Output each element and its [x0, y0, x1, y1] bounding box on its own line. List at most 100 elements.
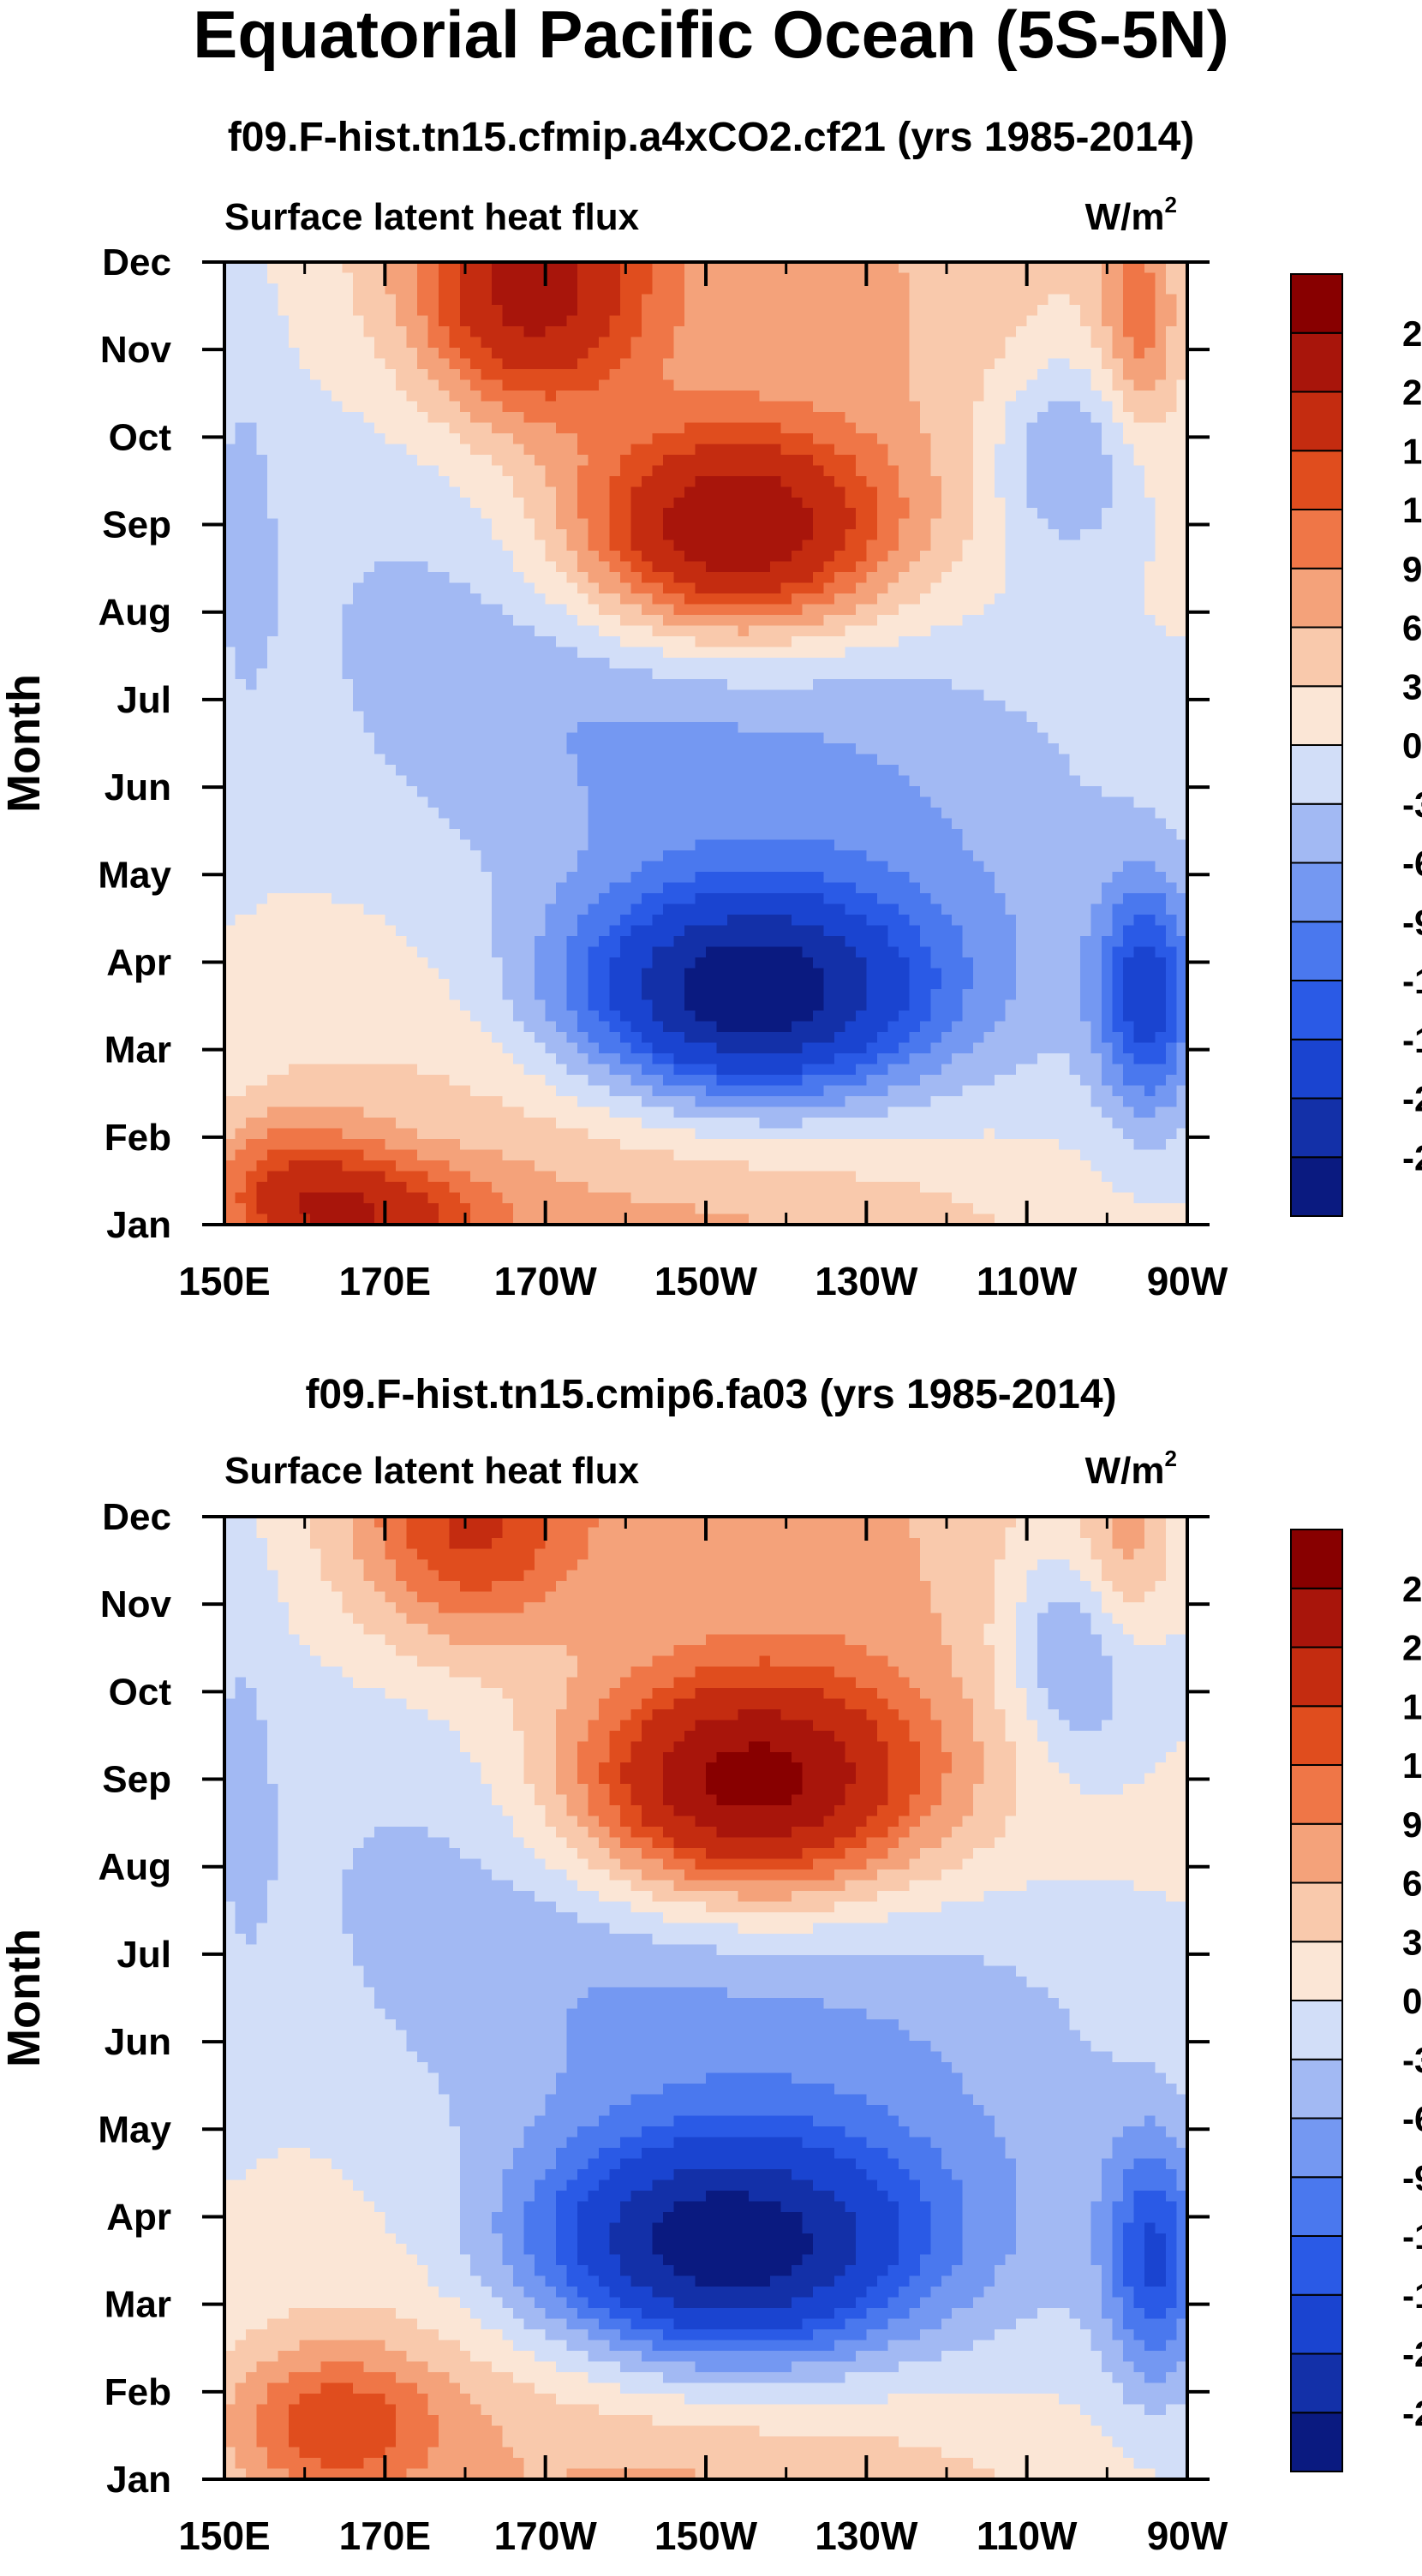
heatmap-cell	[995, 315, 1007, 327]
heatmap-cell	[684, 411, 696, 423]
heatmap-cell	[320, 754, 332, 766]
heatmap-cell	[706, 647, 718, 659]
heatmap-cell	[876, 828, 888, 840]
heatmap-cell	[395, 722, 407, 734]
heatmap-cell	[1080, 701, 1092, 713]
heatmap-cell	[1144, 401, 1156, 413]
heatmap-cell	[855, 347, 867, 359]
heatmap-cell	[278, 283, 290, 295]
heatmap-cell	[1090, 347, 1102, 359]
heatmap-cell	[1133, 775, 1145, 787]
heatmap-cell	[513, 422, 525, 434]
heatmap-cell	[1112, 283, 1124, 295]
heatmap-cell	[438, 454, 450, 466]
heatmap-cell	[630, 658, 642, 670]
heatmap-cell	[502, 732, 514, 744]
heatmap-cell	[299, 508, 311, 520]
heatmap-cell	[545, 508, 557, 520]
heatmap-cell	[738, 390, 750, 402]
heatmap-cell	[1069, 561, 1081, 573]
heatmap-cell	[759, 593, 771, 605]
heatmap-cell	[373, 508, 385, 520]
heatmap-cell	[1166, 775, 1178, 787]
heatmap-cell	[352, 658, 364, 670]
heatmap-cell	[438, 689, 450, 701]
heatmap-cell	[1016, 497, 1028, 509]
heatmap-cell	[909, 839, 921, 851]
heatmap-cell	[620, 647, 632, 659]
heatmap-cell	[266, 839, 279, 851]
heatmap-cell	[1112, 551, 1124, 563]
heatmap-cell	[726, 518, 739, 530]
heatmap-cell	[706, 529, 718, 541]
heatmap-cell	[726, 475, 739, 487]
heatmap-cell	[673, 636, 685, 648]
heatmap-cell	[545, 818, 557, 830]
heatmap-cell	[556, 551, 568, 563]
heatmap-cell	[566, 732, 578, 744]
heatmap-cell	[983, 818, 995, 830]
heatmap-cell	[599, 551, 611, 563]
heatmap-cell	[588, 401, 600, 413]
heatmap-cell	[1133, 561, 1145, 573]
heatmap-cell	[288, 561, 301, 573]
heatmap-cell	[1166, 379, 1178, 391]
heatmap-cell	[427, 796, 439, 808]
heatmap-cell	[523, 764, 535, 777]
heatmap-cell	[1102, 754, 1114, 766]
heatmap-cell	[663, 475, 675, 487]
heatmap-cell	[706, 818, 718, 830]
heatmap-cell	[802, 368, 814, 380]
heatmap-cell	[909, 647, 921, 659]
heatmap-cell	[609, 689, 621, 701]
heatmap-cell	[1144, 732, 1156, 744]
heatmap-cell	[449, 743, 461, 755]
heatmap-cell	[266, 337, 279, 349]
heatmap-cell	[738, 668, 750, 680]
heatmap-cell	[535, 711, 547, 723]
heatmap-cell	[684, 444, 696, 456]
heatmap-cell	[630, 775, 642, 787]
heatmap-cell	[780, 636, 792, 648]
heatmap-cell	[909, 625, 921, 637]
heatmap-cell	[523, 262, 535, 274]
heatmap-cell	[438, 658, 450, 670]
heatmap-cell	[909, 401, 921, 413]
heatmap-cell	[427, 839, 439, 851]
heatmap-cell	[373, 304, 385, 317]
heatmap-cell	[545, 561, 557, 573]
heatmap-cell	[470, 444, 482, 456]
heatmap-cell	[1048, 764, 1060, 777]
heatmap-cell	[523, 828, 535, 840]
heatmap-cell	[1112, 272, 1124, 284]
heatmap-cell	[1102, 615, 1114, 627]
heatmap-cell	[1090, 304, 1102, 317]
heatmap-cell	[352, 390, 364, 402]
heatmap-cell	[459, 593, 471, 605]
heatmap-cell	[1133, 444, 1145, 456]
heatmap-cell	[769, 454, 782, 466]
heatmap-cell	[769, 764, 782, 777]
heatmap-cell	[909, 701, 921, 713]
heatmap-cell	[427, 732, 439, 744]
heatmap-cell	[876, 540, 888, 552]
heatmap-cell	[278, 551, 290, 563]
heatmap-cell	[1112, 732, 1124, 744]
heatmap-cell	[759, 368, 771, 380]
heatmap-cell	[288, 850, 301, 862]
heatmap-cell	[845, 529, 857, 541]
heatmap-cell	[427, 379, 439, 391]
heatmap-cell	[545, 315, 557, 327]
heatmap-cell	[342, 796, 354, 808]
heatmap-cell	[930, 839, 942, 851]
heatmap-cell	[1048, 444, 1060, 456]
heatmap-cell	[930, 604, 942, 616]
heatmap-cell	[385, 347, 397, 359]
heatmap-cell	[1005, 732, 1017, 744]
heatmap-cell	[791, 465, 803, 477]
heatmap-cell	[331, 625, 343, 637]
heatmap-cell	[438, 358, 450, 370]
heatmap-cell	[898, 540, 910, 552]
heatmap-cell	[1069, 304, 1081, 317]
heatmap-cell	[663, 422, 675, 434]
